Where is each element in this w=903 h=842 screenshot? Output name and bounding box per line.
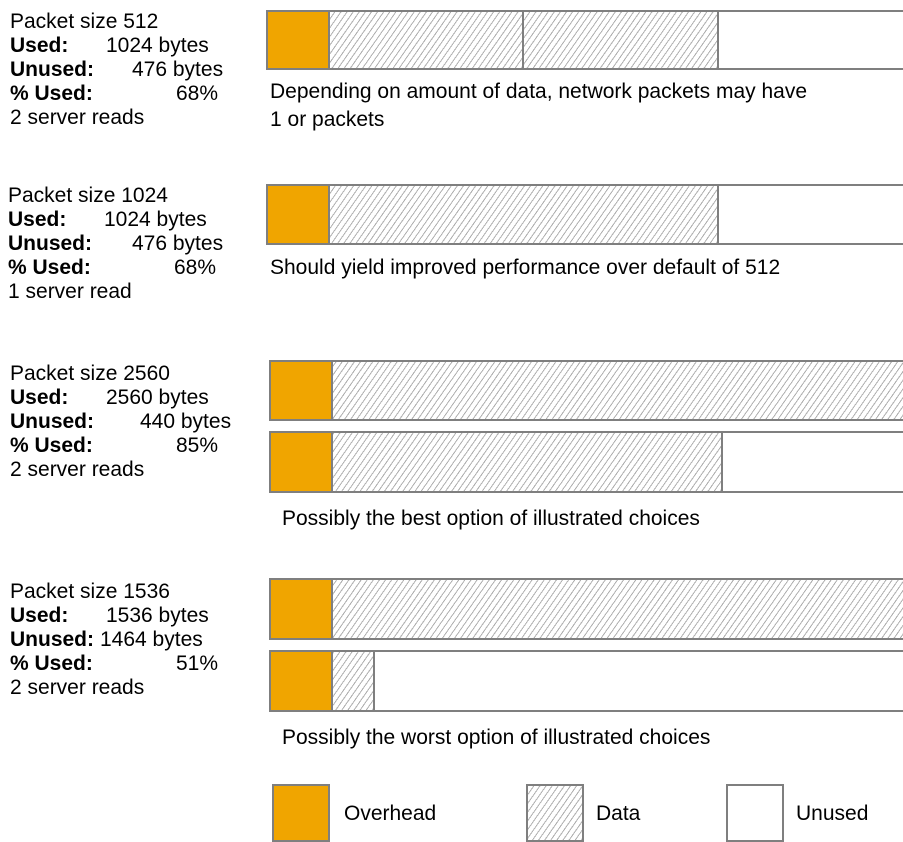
data-segment <box>333 362 903 419</box>
unused-segment <box>719 12 903 68</box>
packet-size-label: Packet size 1024 <box>8 184 168 207</box>
used-label: Used: <box>10 386 69 409</box>
unused-segment <box>723 433 903 491</box>
legend-data-label: Data <box>596 802 641 825</box>
used-value: 2560 bytes <box>106 386 209 409</box>
pct-used-value: 68% <box>176 82 219 105</box>
pct-used-row: % Used: 68% <box>10 82 240 106</box>
caption: Possibly the worst option of illustrated… <box>282 724 710 752</box>
pct-used-row: % Used: 85% <box>10 434 240 458</box>
caption: Should yield improved performance over d… <box>270 254 780 282</box>
caption-line: Possibly the worst option of illustrated… <box>282 726 711 749</box>
legend-unused-swatch <box>726 784 784 842</box>
legend-unused-label: Unused <box>796 802 869 825</box>
unused-value: 440 bytes <box>140 410 232 433</box>
scenario-2560-info: Packet size 2560 Used: 2560 bytes Unused:… <box>10 362 240 482</box>
data-segment <box>330 12 524 68</box>
pct-used-value: 85% <box>176 434 219 457</box>
used-row: Used: 1024 bytes <box>10 34 240 58</box>
unused-label: Unused: <box>10 58 94 81</box>
packet-bar <box>269 431 903 493</box>
unused-segment <box>375 652 903 710</box>
packet-size-label: Packet size 2560 <box>10 362 170 385</box>
unused-label: Unused: <box>10 410 94 433</box>
caption-line: Depending on amount of data, network pac… <box>270 80 807 103</box>
used-value: 1536 bytes <box>106 604 209 627</box>
overhead-segment <box>268 12 330 68</box>
pct-used-row: % Used: 68% <box>8 256 248 280</box>
pct-used-label: % Used: <box>10 652 93 675</box>
packet-bar <box>266 184 903 245</box>
packet-bar <box>269 650 903 712</box>
scenario-1024-info: Packet size 1024 Used: 1024 bytes Unused:… <box>8 184 248 304</box>
used-label: Used: <box>8 208 67 231</box>
caption-line: Possibly the best option of illustrated … <box>282 507 700 530</box>
data-segment <box>333 652 375 710</box>
unused-label: Unused: <box>8 232 92 255</box>
caption-line: 1 or packets <box>270 108 385 131</box>
data-segment <box>333 580 903 638</box>
overhead-segment <box>271 433 333 491</box>
unused-value: 476 bytes <box>132 58 224 81</box>
scenario-1536-info: Packet size 1536 Used: 1536 bytes Unused:… <box>10 580 245 700</box>
pct-used-label: % Used: <box>10 434 93 457</box>
unused-segment <box>719 186 903 243</box>
legend-overhead-label: Overhead <box>344 802 437 825</box>
used-value: 1024 bytes <box>106 34 209 57</box>
unused-label: Unused: <box>10 628 94 651</box>
pct-used-label: % Used: <box>8 256 91 279</box>
caption-line: Should yield improved performance over d… <box>270 256 781 279</box>
data-segment <box>333 433 723 491</box>
used-row: Used: 2560 bytes <box>10 386 240 410</box>
server-reads: 2 server reads <box>10 458 145 481</box>
used-row: Used: 1024 bytes <box>8 208 248 232</box>
used-label: Used: <box>10 604 69 627</box>
scenario-512-info: Packet size 512 Used: 1024 bytes Unused: 4… <box>10 10 240 130</box>
caption: Possibly the best option of illustrated … <box>282 505 700 533</box>
packet-bar <box>269 578 903 640</box>
overhead-segment <box>271 652 333 710</box>
unused-row: Unused: 440 bytes <box>10 410 240 434</box>
packet-size-label: Packet size 512 <box>10 10 159 33</box>
data-segment <box>524 12 719 68</box>
unused-row: Unused: 1464 bytes <box>10 628 245 652</box>
pct-used-label: % Used: <box>10 82 93 105</box>
used-label: Used: <box>10 34 69 57</box>
overhead-segment <box>271 580 333 638</box>
pct-used-value: 51% <box>176 652 219 675</box>
server-reads: 2 server reads <box>10 106 145 129</box>
caption: Depending on amount of data, network pac… <box>270 78 807 134</box>
unused-value: 1464 bytes <box>100 628 203 651</box>
server-reads: 1 server read <box>8 280 132 303</box>
data-segment <box>330 186 719 243</box>
unused-value: 476 bytes <box>132 232 224 255</box>
pct-used-row: % Used: 51% <box>10 652 245 676</box>
packet-bar <box>266 10 903 70</box>
overhead-segment <box>268 186 330 243</box>
unused-row: Unused: 476 bytes <box>10 58 240 82</box>
legend-overhead-swatch <box>272 784 330 842</box>
server-reads: 2 server reads <box>10 676 145 699</box>
used-row: Used: 1536 bytes <box>10 604 245 628</box>
legend-data-swatch <box>526 784 584 842</box>
packet-size-label: Packet size 1536 <box>10 580 170 603</box>
unused-row: Unused: 476 bytes <box>8 232 248 256</box>
pct-used-value: 68% <box>174 256 217 279</box>
overhead-segment <box>271 362 333 419</box>
packet-bar <box>269 360 903 421</box>
used-value: 1024 bytes <box>104 208 207 231</box>
